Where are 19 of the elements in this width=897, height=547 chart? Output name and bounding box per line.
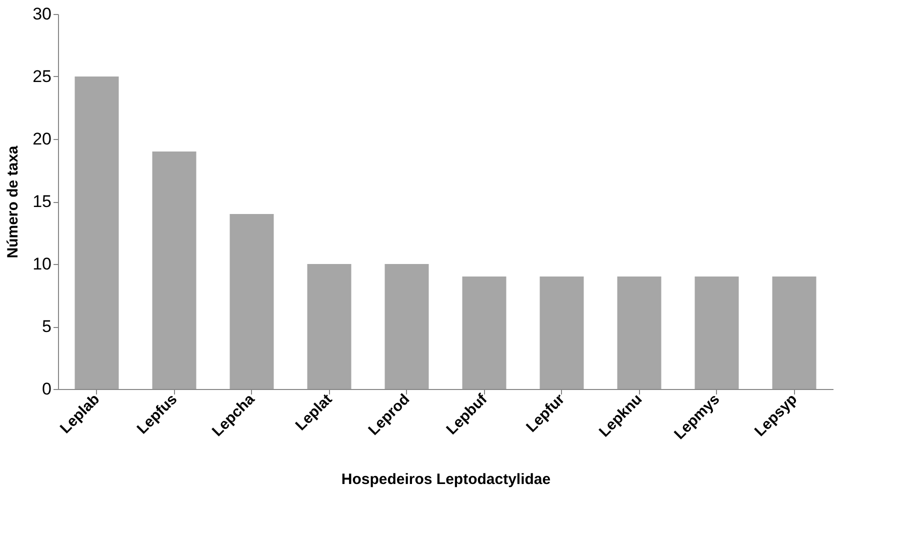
bar [540, 276, 584, 389]
x-axis-title: Hospedeiros Leptodactylidae [341, 471, 551, 488]
bar [462, 276, 506, 389]
bar [694, 276, 739, 389]
bar [617, 276, 662, 389]
bar [74, 76, 119, 389]
bar [772, 276, 816, 389]
y-tick-label: 5 [42, 317, 52, 336]
y-axis-title: Número de taxa [4, 145, 22, 258]
y-tick-label: 15 [32, 192, 52, 211]
y-tick-label: 10 [32, 254, 52, 274]
bar [230, 214, 274, 389]
bar [384, 264, 429, 389]
bar [152, 152, 196, 389]
y-tick-label: 0 [42, 380, 52, 398]
y-tick-label: 25 [32, 67, 52, 86]
y-tick-label: 30 [32, 4, 52, 24]
bar [307, 264, 352, 389]
y-tick-label: 20 [32, 130, 52, 148]
